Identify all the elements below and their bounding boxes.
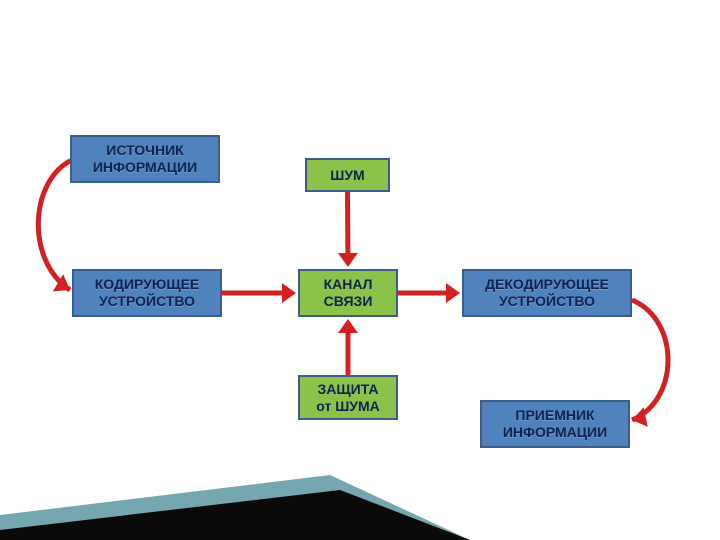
node-label: ДЕКОДИРУЮЩЕЕ УСТРОЙСТВО: [485, 276, 609, 310]
node-label: ЗАЩИТА от ШУМА: [316, 381, 380, 415]
node-noise: ШУМ: [305, 158, 390, 192]
node-label: КАНАЛ СВЯЗИ: [324, 276, 373, 310]
node-receiver: ПРИЕМНИК ИНФОРМАЦИИ: [480, 400, 630, 448]
node-label: ИСТОЧНИК ИНФОРМАЦИИ: [93, 142, 197, 176]
node-encoder: КОДИРУЮЩЕЕ УСТРОЙСТВО: [72, 269, 222, 317]
footer-decor: [0, 460, 720, 540]
node-channel: КАНАЛ СВЯЗИ: [298, 269, 398, 317]
node-protect: ЗАЩИТА от ШУМА: [298, 375, 398, 420]
node-decoder: ДЕКОДИРУЮЩЕЕ УСТРОЙСТВО: [462, 269, 632, 317]
node-label: КОДИРУЮЩЕЕ УСТРОЙСТВО: [95, 276, 200, 310]
node-label: ШУМ: [330, 167, 364, 184]
node-label: ПРИЕМНИК ИНФОРМАЦИИ: [503, 407, 607, 441]
diagram-canvas: ИСТОЧНИК ИНФОРМАЦИИ ШУМ КОДИРУЮЩЕЕ УСТРО…: [0, 0, 720, 540]
node-source: ИСТОЧНИК ИНФОРМАЦИИ: [70, 135, 220, 183]
